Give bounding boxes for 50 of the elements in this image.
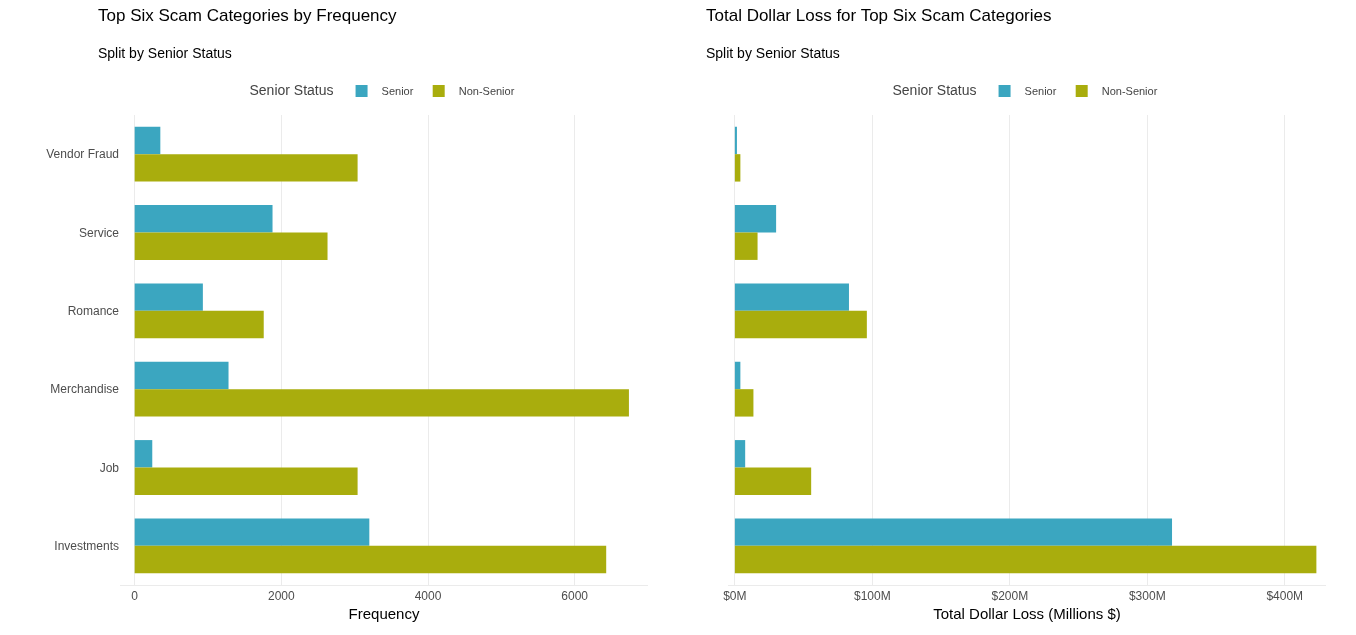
chart-subtitle: Split by Senior Status <box>706 44 840 61</box>
y-tick-label: Merchandise <box>50 382 120 397</box>
bar <box>134 310 264 339</box>
bar <box>734 205 777 233</box>
bar <box>734 518 1173 546</box>
legend-label: Non-Senior <box>1101 85 1158 98</box>
bar <box>134 126 161 155</box>
y-tick-label: Service <box>78 225 120 240</box>
bar <box>734 440 746 468</box>
x-tick-label: $200M <box>991 589 1029 604</box>
chart-title: Top Six Scam Categories by Frequency <box>98 6 398 26</box>
legend-title: Senior Status <box>249 81 334 98</box>
bar <box>134 361 229 390</box>
x-axis-title: Frequency <box>348 605 420 623</box>
bar <box>734 545 1317 574</box>
y-tick-label: Investments <box>54 539 119 554</box>
bar <box>134 154 358 182</box>
bar <box>134 283 203 311</box>
bar <box>734 283 849 311</box>
x-tick-label: $100M <box>853 589 891 604</box>
bar <box>134 467 358 495</box>
x-tick-label: $400M <box>1266 589 1304 604</box>
bar <box>734 232 758 260</box>
x-tick-label: 4000 <box>414 589 442 604</box>
bar <box>134 440 153 468</box>
bar <box>734 126 737 155</box>
y-tick-label: Vendor Fraud <box>46 147 119 162</box>
bar <box>734 467 812 495</box>
chart-subtitle: Split by Senior Status <box>98 44 232 61</box>
y-tick-label: Job <box>99 460 120 475</box>
bar <box>734 154 741 182</box>
bar <box>134 518 370 546</box>
bar <box>134 205 273 233</box>
legend-title: Senior Status <box>892 81 977 98</box>
x-tick-label: 2000 <box>267 589 295 604</box>
x-tick-label: $0M <box>723 589 747 604</box>
bar <box>734 310 867 339</box>
legend-label: Non-Senior <box>458 85 515 98</box>
x-tick-label: 0 <box>131 589 139 604</box>
legend-label: Senior <box>1024 85 1057 98</box>
x-tick-label: 6000 <box>561 589 589 604</box>
bar <box>734 389 754 417</box>
bar <box>134 232 328 260</box>
chart-title: Total Dollar Loss for Top Six Scam Categories <box>706 6 1052 26</box>
legend-label: Senior <box>381 85 414 98</box>
bar <box>134 389 629 417</box>
x-axis-title: Total Dollar Loss (Millions $) <box>933 605 1121 623</box>
bar <box>134 545 607 574</box>
y-tick-label: Romance <box>67 304 120 319</box>
x-tick-label: $300M <box>1128 589 1166 604</box>
